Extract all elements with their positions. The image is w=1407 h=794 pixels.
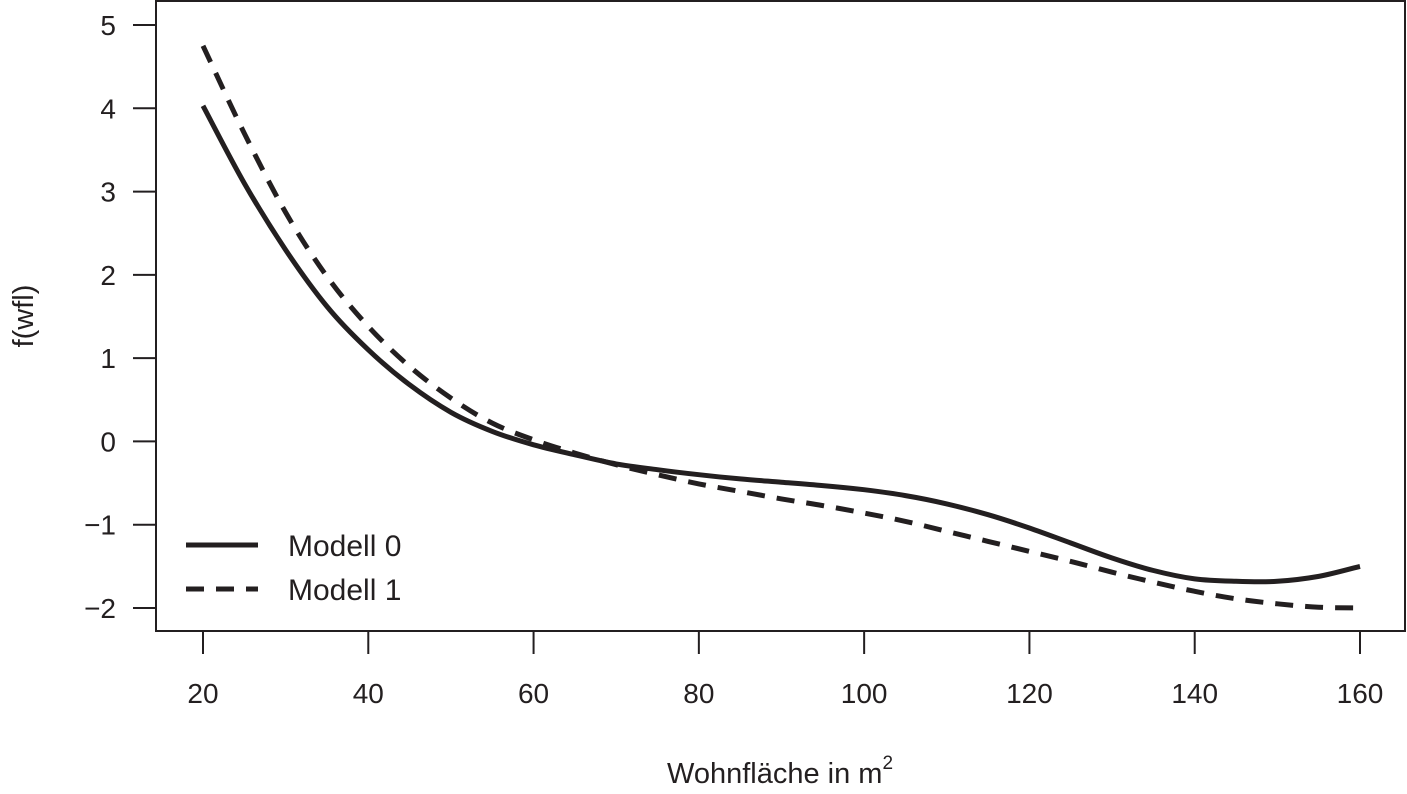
y-tick-label: 3 — [100, 177, 116, 208]
legend-label-modell-1: Modell 1 — [288, 574, 401, 607]
x-tick-label: 140 — [1171, 678, 1218, 709]
x-tick-label: 40 — [353, 678, 384, 709]
x-axis-title-main: Wohnfläche in m — [667, 758, 882, 790]
y-tick-label: 4 — [100, 93, 116, 124]
series-line-modell-0 — [200, 104, 1361, 585]
x-axis-title-superscript: 2 — [882, 753, 893, 774]
x-tick-label: 120 — [1006, 678, 1053, 709]
x-tick-label: 60 — [518, 678, 549, 709]
x-axis: 20 40 60 80 100 120 140 160 — [187, 630, 1384, 709]
y-tick-label: 2 — [100, 260, 116, 291]
series-layer — [200, 44, 1361, 611]
x-tick-label: 20 — [187, 678, 218, 709]
series-line-modell-1 — [200, 44, 1361, 611]
y-axis-title: f(wfl) — [8, 285, 40, 348]
legend: Modell 0 Modell 1 — [186, 530, 401, 607]
y-tick-label: −2 — [84, 593, 116, 624]
x-tick-label: 160 — [1337, 678, 1384, 709]
x-tick-label: 80 — [683, 678, 714, 709]
x-tick-label: 100 — [841, 678, 888, 709]
y-tick-label: 5 — [100, 10, 116, 41]
y-tick-label: −1 — [84, 510, 116, 541]
x-axis-title: Wohnfläche in m2 — [667, 753, 893, 790]
legend-label-modell-0: Modell 0 — [288, 530, 401, 563]
y-tick-label: 1 — [100, 343, 116, 374]
y-axis: −2 −1 0 1 2 3 4 5 — [84, 10, 157, 624]
y-tick-label: 0 — [100, 426, 116, 457]
